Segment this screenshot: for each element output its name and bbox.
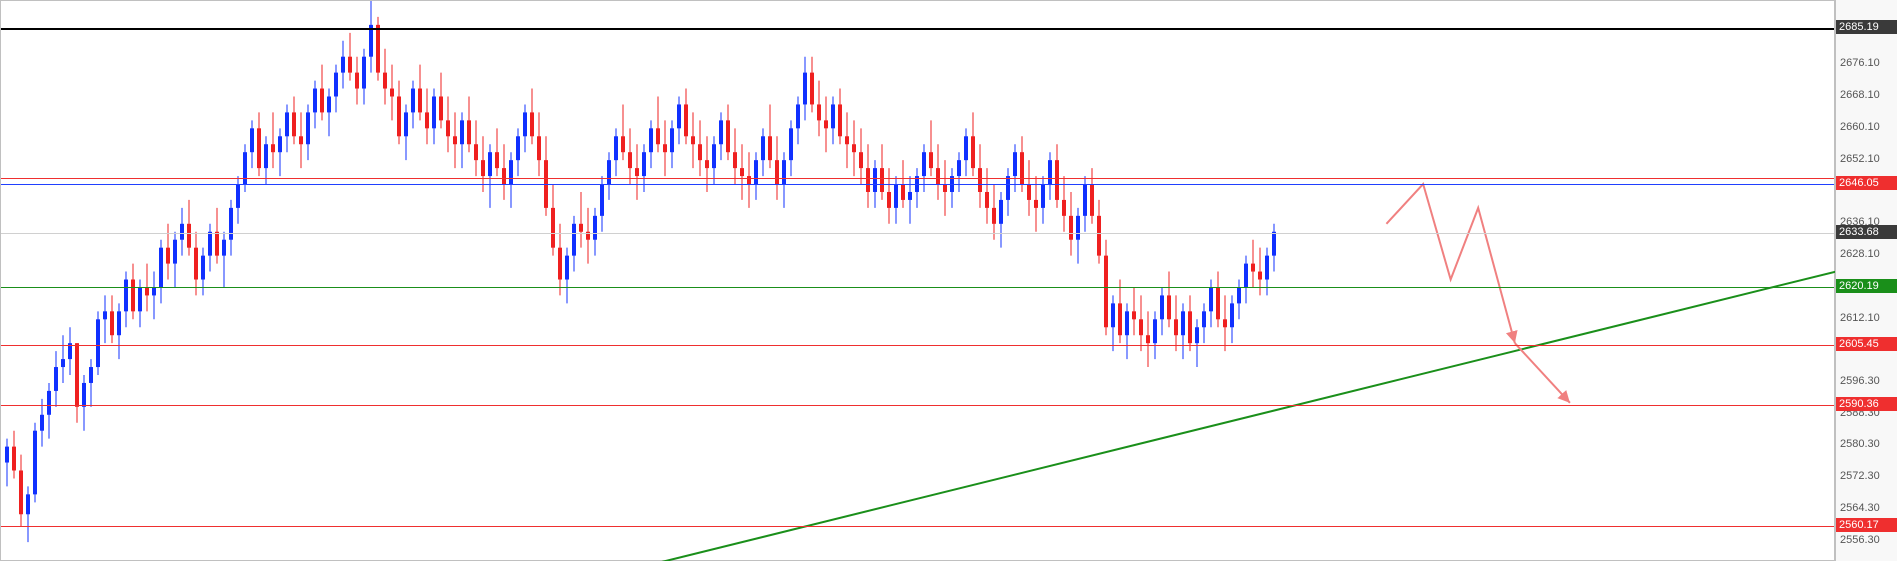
plot-area[interactable] (0, 0, 1835, 561)
horizontal-line (1, 405, 1834, 406)
y-axis: 2556.302564.302572.302580.302588.302596.… (1835, 0, 1897, 561)
y-tick: 2564.30 (1840, 502, 1880, 514)
price-badge: 2605.45 (1836, 337, 1897, 351)
y-tick: 2660.10 (1840, 121, 1880, 133)
trendline (662, 272, 1836, 561)
horizontal-line (1, 233, 1834, 234)
horizontal-line (1, 178, 1834, 179)
horizontal-line (1, 526, 1834, 527)
price-badge: 2590.36 (1836, 397, 1897, 411)
y-tick: 2580.30 (1840, 438, 1880, 450)
y-tick: 2628.10 (1840, 248, 1880, 260)
y-tick: 2676.10 (1840, 57, 1880, 69)
horizontal-line (1, 28, 1834, 30)
y-tick: 2668.10 (1840, 89, 1880, 101)
y-tick: 2572.30 (1840, 470, 1880, 482)
horizontal-line (1, 184, 1834, 185)
projection-arrow (1515, 343, 1570, 403)
y-tick: 2596.30 (1840, 375, 1880, 387)
chart-container: 2556.302564.302572.302580.302588.302596.… (0, 0, 1897, 561)
y-tick: 2612.10 (1840, 312, 1880, 324)
horizontal-line (1, 287, 1834, 288)
price-badge: 2560.17 (1836, 518, 1897, 532)
price-badge: 2685.19 (1836, 20, 1897, 34)
price-badge: 2620.19 (1836, 279, 1897, 293)
projection-arrow (1386, 184, 1514, 343)
price-badge: 2633.68 (1836, 225, 1897, 239)
horizontal-line (1, 345, 1834, 346)
price-badge: 2646.05 (1836, 176, 1897, 190)
y-tick: 2556.30 (1840, 534, 1880, 546)
chart-svg (1, 1, 1836, 561)
y-tick: 2652.10 (1840, 153, 1880, 165)
